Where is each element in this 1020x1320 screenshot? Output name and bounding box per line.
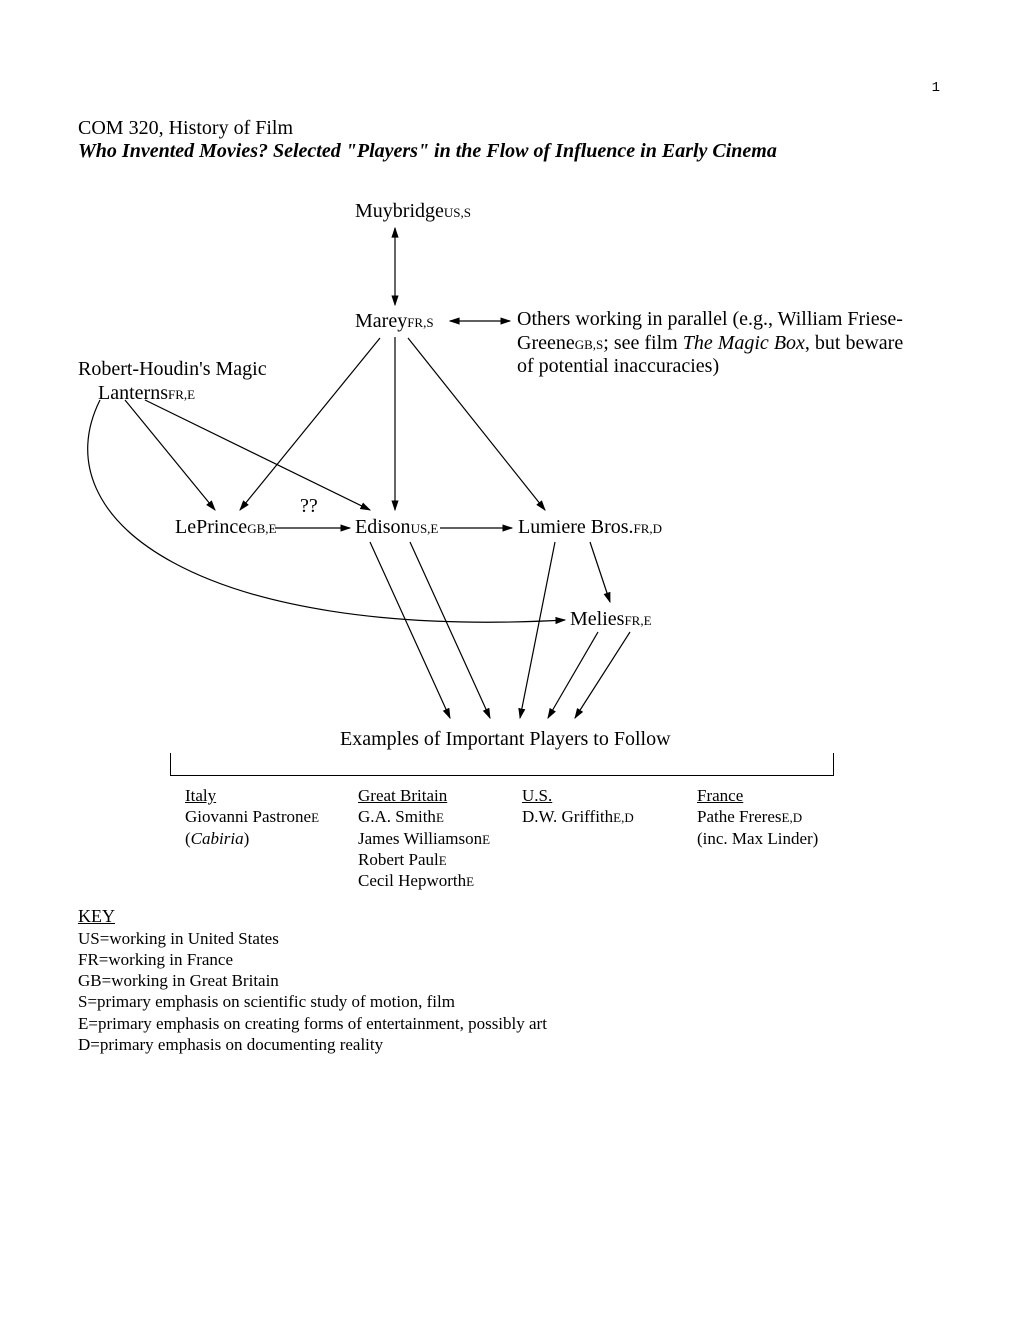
node-marey-sub: FR,S bbox=[407, 315, 433, 330]
node-lumiere: Lumiere Bros.FR,D bbox=[518, 516, 662, 539]
node-lumiere-sub: FR,D bbox=[634, 521, 663, 536]
node-robert-houdin: Robert-Houdin's Magic LanternsFR,E bbox=[78, 358, 267, 405]
key-line-1: FR=working in France bbox=[78, 949, 547, 970]
examples-title: Examples of Important Players to Follow bbox=[340, 728, 671, 751]
key-line-2: GB=working in Great Britain bbox=[78, 970, 547, 991]
col-head: Italy bbox=[185, 785, 319, 806]
key-line-3: S=primary emphasis on scientific study o… bbox=[78, 991, 547, 1012]
node-muybridge-label: Muybridge bbox=[355, 200, 444, 222]
col-france: FrancePathe FreresE,D (inc. Max Linder) bbox=[697, 785, 818, 849]
col-gb: Great BritainG.A. SmithEJames Williamson… bbox=[358, 785, 490, 891]
key-line-5: D=primary emphasis on documenting realit… bbox=[78, 1034, 547, 1055]
examples-title-text: Examples of Important Players to Follow bbox=[340, 728, 671, 750]
node-leprince: LePrinceGB,E bbox=[175, 516, 276, 539]
col-line: James WilliamsonE bbox=[358, 828, 490, 849]
col-line: (inc. Max Linder) bbox=[697, 828, 818, 849]
node-leprince-sub: GB,E bbox=[247, 521, 276, 536]
col-line: Cecil HepworthE bbox=[358, 870, 490, 891]
robert-houdin-line2-name: Lanterns bbox=[98, 382, 168, 404]
col-line: Pathe FreresE,D bbox=[697, 806, 818, 827]
page-number: 1 bbox=[932, 80, 940, 96]
node-melies-label: Melies bbox=[570, 608, 624, 630]
examples-bracket bbox=[170, 753, 834, 776]
node-muybridge-sub: US,S bbox=[444, 205, 471, 220]
node-leprince-label: LePrince bbox=[175, 516, 247, 538]
node-others: Others working in parallel (e.g., Willia… bbox=[517, 308, 917, 379]
others-mid: ; see film bbox=[603, 332, 682, 354]
others-film-title: The Magic Box bbox=[683, 332, 805, 354]
node-marey-label: Marey bbox=[355, 310, 407, 332]
col-head: France bbox=[697, 785, 818, 806]
course-title: COM 320, History of Film bbox=[78, 117, 293, 140]
robert-houdin-line1: Robert-Houdin's Magic bbox=[78, 358, 267, 382]
col-head: U.S. bbox=[522, 785, 634, 806]
arrows-svg bbox=[0, 0, 1020, 1320]
key-line-0: US=working in United States bbox=[78, 928, 547, 949]
node-melies: MeliesFR,E bbox=[570, 608, 652, 631]
page: 1 COM 320, History of Film Who Invented … bbox=[0, 0, 1020, 1320]
node-marey: MareyFR,S bbox=[355, 310, 434, 333]
node-qq: ?? bbox=[300, 495, 318, 518]
col-italy: ItalyGiovanni PastroneE (Cabiria) bbox=[185, 785, 319, 849]
col-us: U.S.D.W. GriffithE,D bbox=[522, 785, 634, 828]
robert-houdin-line2-sub: FR,E bbox=[168, 387, 195, 402]
qq-text: ?? bbox=[300, 495, 318, 517]
col-line: (Cabiria) bbox=[185, 828, 319, 849]
key-head: KEY bbox=[78, 905, 547, 928]
col-line: Robert PaulE bbox=[358, 849, 490, 870]
node-lumiere-label: Lumiere Bros. bbox=[518, 516, 634, 538]
document-subtitle: Who Invented Movies? Selected "Players" … bbox=[78, 140, 777, 163]
col-line: Giovanni PastroneE bbox=[185, 806, 319, 827]
col-head: Great Britain bbox=[358, 785, 490, 806]
node-muybridge: MuybridgeUS,S bbox=[355, 200, 471, 223]
col-line: G.A. SmithE bbox=[358, 806, 490, 827]
node-melies-sub: FR,E bbox=[624, 613, 651, 628]
node-edison: EdisonUS,E bbox=[355, 516, 438, 539]
node-edison-sub: US,E bbox=[411, 521, 439, 536]
col-line: D.W. GriffithE,D bbox=[522, 806, 634, 827]
key-line-4: E=primary emphasis on creating forms of … bbox=[78, 1013, 547, 1034]
key-block: KEY US=working in United States FR=worki… bbox=[78, 905, 547, 1055]
node-edison-label: Edison bbox=[355, 516, 411, 538]
others-sub: GB,S bbox=[575, 337, 604, 352]
